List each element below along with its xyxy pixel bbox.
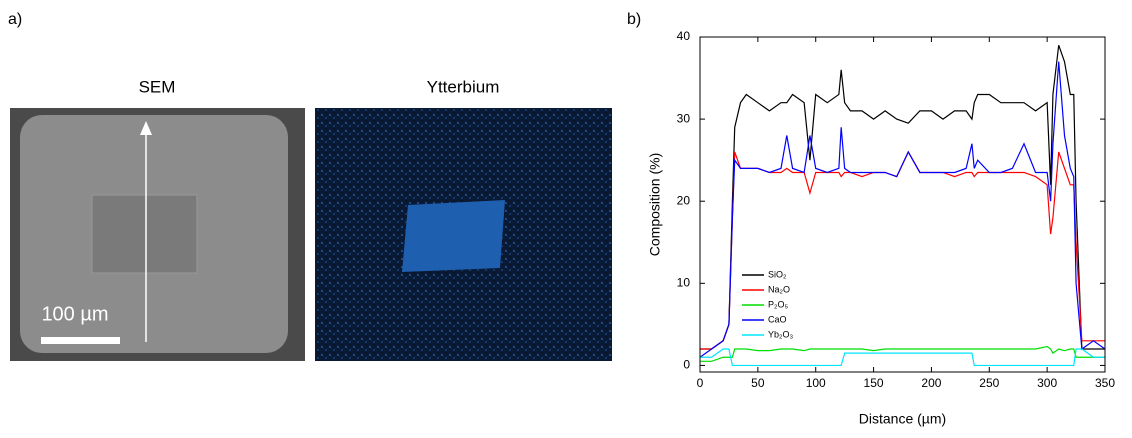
x-tick-label: 50 [751,376,765,390]
x-tick-label: 300 [1037,376,1057,390]
image-title: SEM [139,77,176,96]
x-tick-label: 100 [806,376,826,390]
legend-label: P₂O₅ [768,299,788,309]
ytterbium-map [315,108,612,361]
series-line [699,61,1106,358]
x-tick-label: 200 [921,376,941,390]
scale-bar-label: 100 µm [41,303,108,325]
x-axis-label: Distance (µm) [859,411,946,427]
x-tick-label: 350 [1095,376,1115,390]
image-title: Ytterbium [427,77,500,96]
x-tick-label: 250 [979,376,999,390]
legend-label: CaO [768,314,787,324]
y-tick-label: 10 [677,275,691,289]
panel-label: a) [8,11,22,28]
legend-label: SiO₂ [768,269,787,279]
legend-label: Yb₂O₃ [768,329,794,339]
y-axis-label: Composition (%) [647,153,663,256]
plot-frame [699,36,1106,373]
x-tick-label: 0 [697,376,704,390]
y-tick-label: 20 [677,193,691,207]
panel-label: b) [627,11,641,28]
y-tick-label: 0 [683,358,690,372]
y-tick-label: 40 [677,29,691,43]
x-tick-label: 150 [864,376,884,390]
series-line [700,345,1105,362]
line-chart: b) 0 50 100 150 200 250 300 350 0 10 20 30 40 Distance… [627,11,1115,426]
sem-image [10,108,305,361]
y-tick-label: 30 [677,111,691,125]
series-line [700,45,1105,350]
series-line [700,348,1105,367]
legend-label: Na₂O [768,284,790,294]
